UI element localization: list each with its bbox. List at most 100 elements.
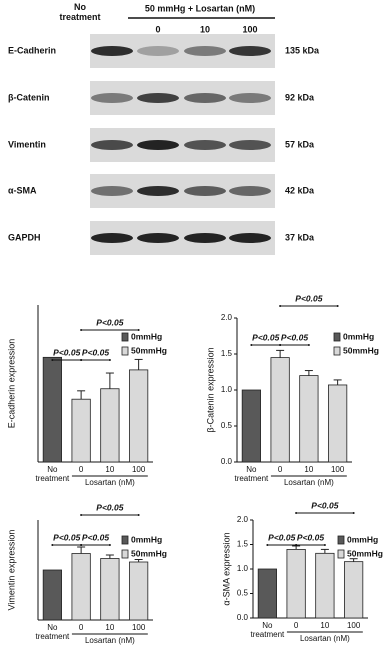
bar [71, 398, 91, 463]
band [229, 93, 271, 103]
significance: P<0.05 [53, 347, 80, 357]
y-tick-label: 2.0 [237, 515, 249, 524]
protein-label: α-SMA [8, 185, 37, 195]
legend-label: 50mmHg [131, 345, 167, 355]
size-label: 37 kDa [285, 232, 315, 242]
significance: P<0.05 [268, 532, 295, 542]
bracket-end [51, 359, 54, 361]
lane-label: 0 [155, 24, 160, 34]
y-tick-label: 0.5 [237, 589, 249, 598]
significance: P<0.05 [297, 532, 324, 542]
bar [42, 356, 62, 463]
band [91, 140, 133, 150]
band [137, 233, 179, 243]
lane-label: 10 [200, 24, 210, 34]
bracket-end [80, 359, 83, 361]
y-tick-label: 2.0 [221, 313, 233, 322]
band [184, 186, 226, 196]
x-tick-label: 100 [131, 465, 146, 474]
y-tick-label: 0.5 [221, 421, 233, 430]
band [137, 140, 179, 150]
bar [241, 389, 261, 463]
protein-label: β-Catenin [8, 92, 50, 102]
x-tick-label: 10 [320, 621, 330, 630]
band [91, 93, 133, 103]
bar [299, 375, 319, 463]
size-label: 57 kDa [285, 139, 315, 149]
x-group-label: Losartan (nM) [85, 478, 135, 487]
significance: P<0.05 [96, 502, 123, 512]
x-tick-label: No treatment [35, 623, 70, 641]
bracket-end [266, 544, 269, 546]
legend-label: 50mmHg [347, 548, 383, 558]
legend-swatch [333, 346, 341, 356]
bracket-end [323, 544, 326, 546]
significance: P<0.05 [311, 500, 338, 510]
x-tick-label-box: No treatment [35, 465, 69, 483]
band [229, 46, 271, 56]
y-tick-label: 1.0 [221, 385, 233, 394]
lane-label: 100 [242, 24, 257, 34]
x-tick-label-box: 10 [105, 623, 114, 632]
bar [129, 369, 149, 463]
band [229, 186, 271, 196]
x-tick-label-box: No treatment [250, 621, 284, 639]
band [137, 46, 179, 56]
blot [90, 34, 275, 255]
legend-label: 0mmHg [347, 534, 378, 544]
group-header: 50 mmHg + Losartan (nM) [145, 3, 255, 13]
bar [286, 549, 306, 619]
x-tick-label-box: 100 [347, 621, 360, 630]
significance: P<0.05 [82, 347, 109, 357]
x-group-label: Losartan (nM) [85, 636, 135, 645]
bar [315, 552, 335, 619]
x-tick-label-box: No treatment [234, 465, 268, 483]
bracket-end [352, 512, 355, 514]
bar [100, 388, 120, 463]
x-tick-label-box: 100 [331, 465, 344, 474]
bar [257, 568, 277, 619]
band [91, 186, 133, 196]
x-tick-label-box: No treatment [35, 623, 70, 641]
legend-swatch [337, 549, 345, 559]
band [229, 140, 271, 150]
band [184, 140, 226, 150]
bar [129, 561, 149, 621]
y-tick-label: 1.0 [237, 564, 249, 573]
x-tick-label: 0 [78, 465, 84, 474]
y-tick-label: 1.5 [237, 540, 249, 549]
y-tick-label: 1.5 [221, 349, 233, 358]
x-group-label: Losartan (nM) [284, 478, 334, 487]
bracket-end [80, 514, 83, 516]
significance: P<0.05 [252, 332, 279, 342]
legend-label: 0mmHg [131, 534, 162, 544]
bracket-end [108, 544, 111, 546]
x-tick-label-box: 0 [278, 465, 282, 474]
x-tick-label-box: 100 [131, 623, 146, 632]
bracket-end [80, 544, 83, 546]
legend-swatch [121, 346, 129, 356]
band [184, 233, 226, 243]
y-axis-label: E-cadherin expression [6, 339, 16, 429]
band [137, 186, 179, 196]
legend-swatch [337, 535, 345, 545]
x-tick-label: 0 [293, 621, 299, 630]
legend-label: 0mmHg [343, 331, 374, 341]
x-tick-label-box: 10 [105, 465, 114, 474]
protein-label: GAPDH [8, 232, 41, 242]
y-axis-label: β-Catenin expression [205, 347, 215, 432]
significance: P<0.05 [281, 332, 308, 342]
x-tick-label-box: 100 [131, 465, 146, 474]
y-tick-label: 0.0 [237, 613, 249, 622]
band [229, 233, 271, 243]
legend-swatch [121, 535, 129, 545]
band [137, 93, 179, 103]
bracket-end [51, 544, 54, 546]
bar [344, 561, 364, 619]
bracket-end [250, 344, 253, 346]
y-axis-label: Vimentin expression [6, 530, 16, 611]
x-tick-label-box: 0 [78, 465, 84, 474]
x-tick-label: 100 [131, 623, 146, 632]
significance: P<0.05 [53, 532, 80, 542]
x-tick-label: 0 [78, 623, 84, 632]
